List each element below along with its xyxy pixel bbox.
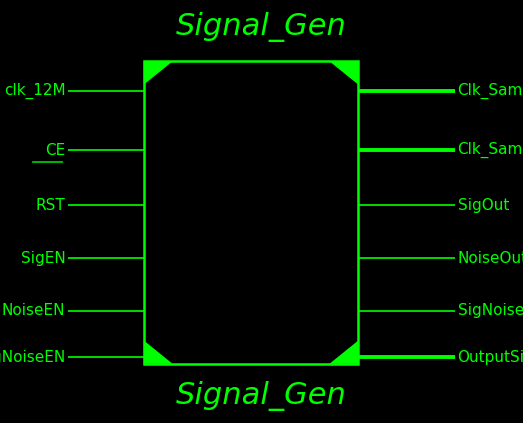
Text: SigEN: SigEN bbox=[20, 250, 65, 266]
Text: CE: CE bbox=[45, 143, 65, 158]
Text: clk_12M: clk_12M bbox=[4, 83, 65, 99]
Polygon shape bbox=[144, 61, 173, 85]
Text: SigNoiseOut: SigNoiseOut bbox=[458, 303, 523, 319]
Text: OutputSignal(7:0): OutputSignal(7:0) bbox=[458, 350, 523, 365]
Polygon shape bbox=[144, 341, 173, 364]
Text: Signal_Gen: Signal_Gen bbox=[176, 13, 347, 42]
Text: Signal_Gen: Signal_Gen bbox=[176, 381, 347, 410]
Text: SigOut: SigOut bbox=[458, 198, 509, 213]
Text: NoiseOut: NoiseOut bbox=[458, 250, 523, 266]
Text: SigNoiseEN: SigNoiseEN bbox=[0, 350, 65, 365]
Text: RST: RST bbox=[36, 198, 65, 213]
Polygon shape bbox=[329, 341, 358, 364]
Text: NoiseEN: NoiseEN bbox=[2, 303, 65, 319]
Text: Clk_Sample: Clk_Sample bbox=[458, 83, 523, 99]
Text: Clk_Sample_1: Clk_Sample_1 bbox=[458, 142, 523, 158]
Polygon shape bbox=[329, 61, 358, 85]
